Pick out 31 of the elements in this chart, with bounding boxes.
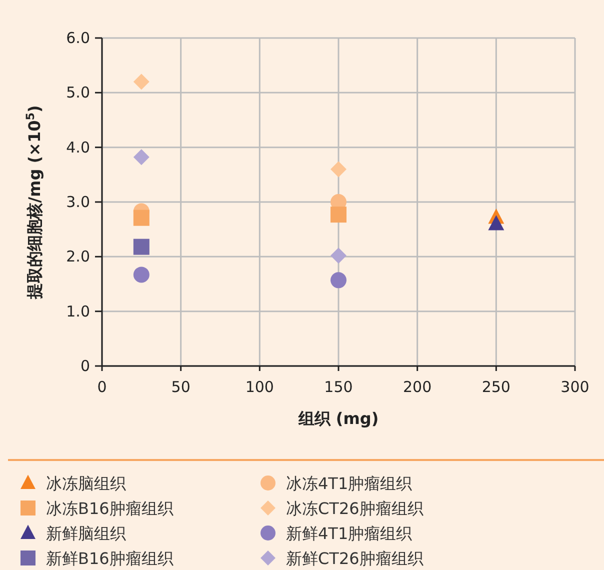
legend-label: 新鲜CT26肿瘤组织	[286, 549, 424, 568]
legend-label: 新鲜脑组织	[46, 524, 126, 543]
legend-label: 冰冻B16肿瘤组织	[46, 499, 174, 518]
y-tick-label: 5.0	[66, 84, 90, 102]
x-tick-label: 250	[482, 378, 510, 396]
point	[133, 266, 150, 283]
x-axis-title: 组织 (mg)	[297, 409, 379, 428]
point	[133, 149, 150, 166]
point	[330, 272, 346, 288]
x-tick-label: 200	[403, 378, 432, 396]
x-tick-label: 50	[171, 378, 190, 396]
point	[330, 206, 346, 223]
point	[330, 248, 346, 264]
legend-label: 新鲜4T1肿瘤组织	[286, 524, 412, 543]
point	[133, 210, 150, 226]
y-tick-label: 4.0	[66, 138, 90, 156]
legend-label: 冰冻4T1肿瘤组织	[286, 474, 412, 493]
x-tick-label: 150	[324, 378, 353, 396]
point	[133, 74, 150, 90]
point	[330, 161, 346, 178]
x-tick-label: 300	[560, 378, 590, 396]
legend-label: 冰冻CT26肿瘤组织	[286, 499, 424, 518]
x-tick-label: 0	[97, 378, 107, 396]
x-tick-label: 100	[245, 378, 274, 396]
y-tick-label: 6.0	[66, 29, 90, 47]
legend-label: 新鲜B16肿瘤组织	[46, 549, 174, 568]
y-tick-label: 3.0	[66, 193, 90, 211]
y-tick-label: 1.0	[66, 302, 90, 320]
y-tick-label: 0	[80, 357, 90, 375]
legend-label: 冰冻脑组织	[46, 474, 126, 493]
y-tick-label: 2.0	[66, 248, 90, 266]
